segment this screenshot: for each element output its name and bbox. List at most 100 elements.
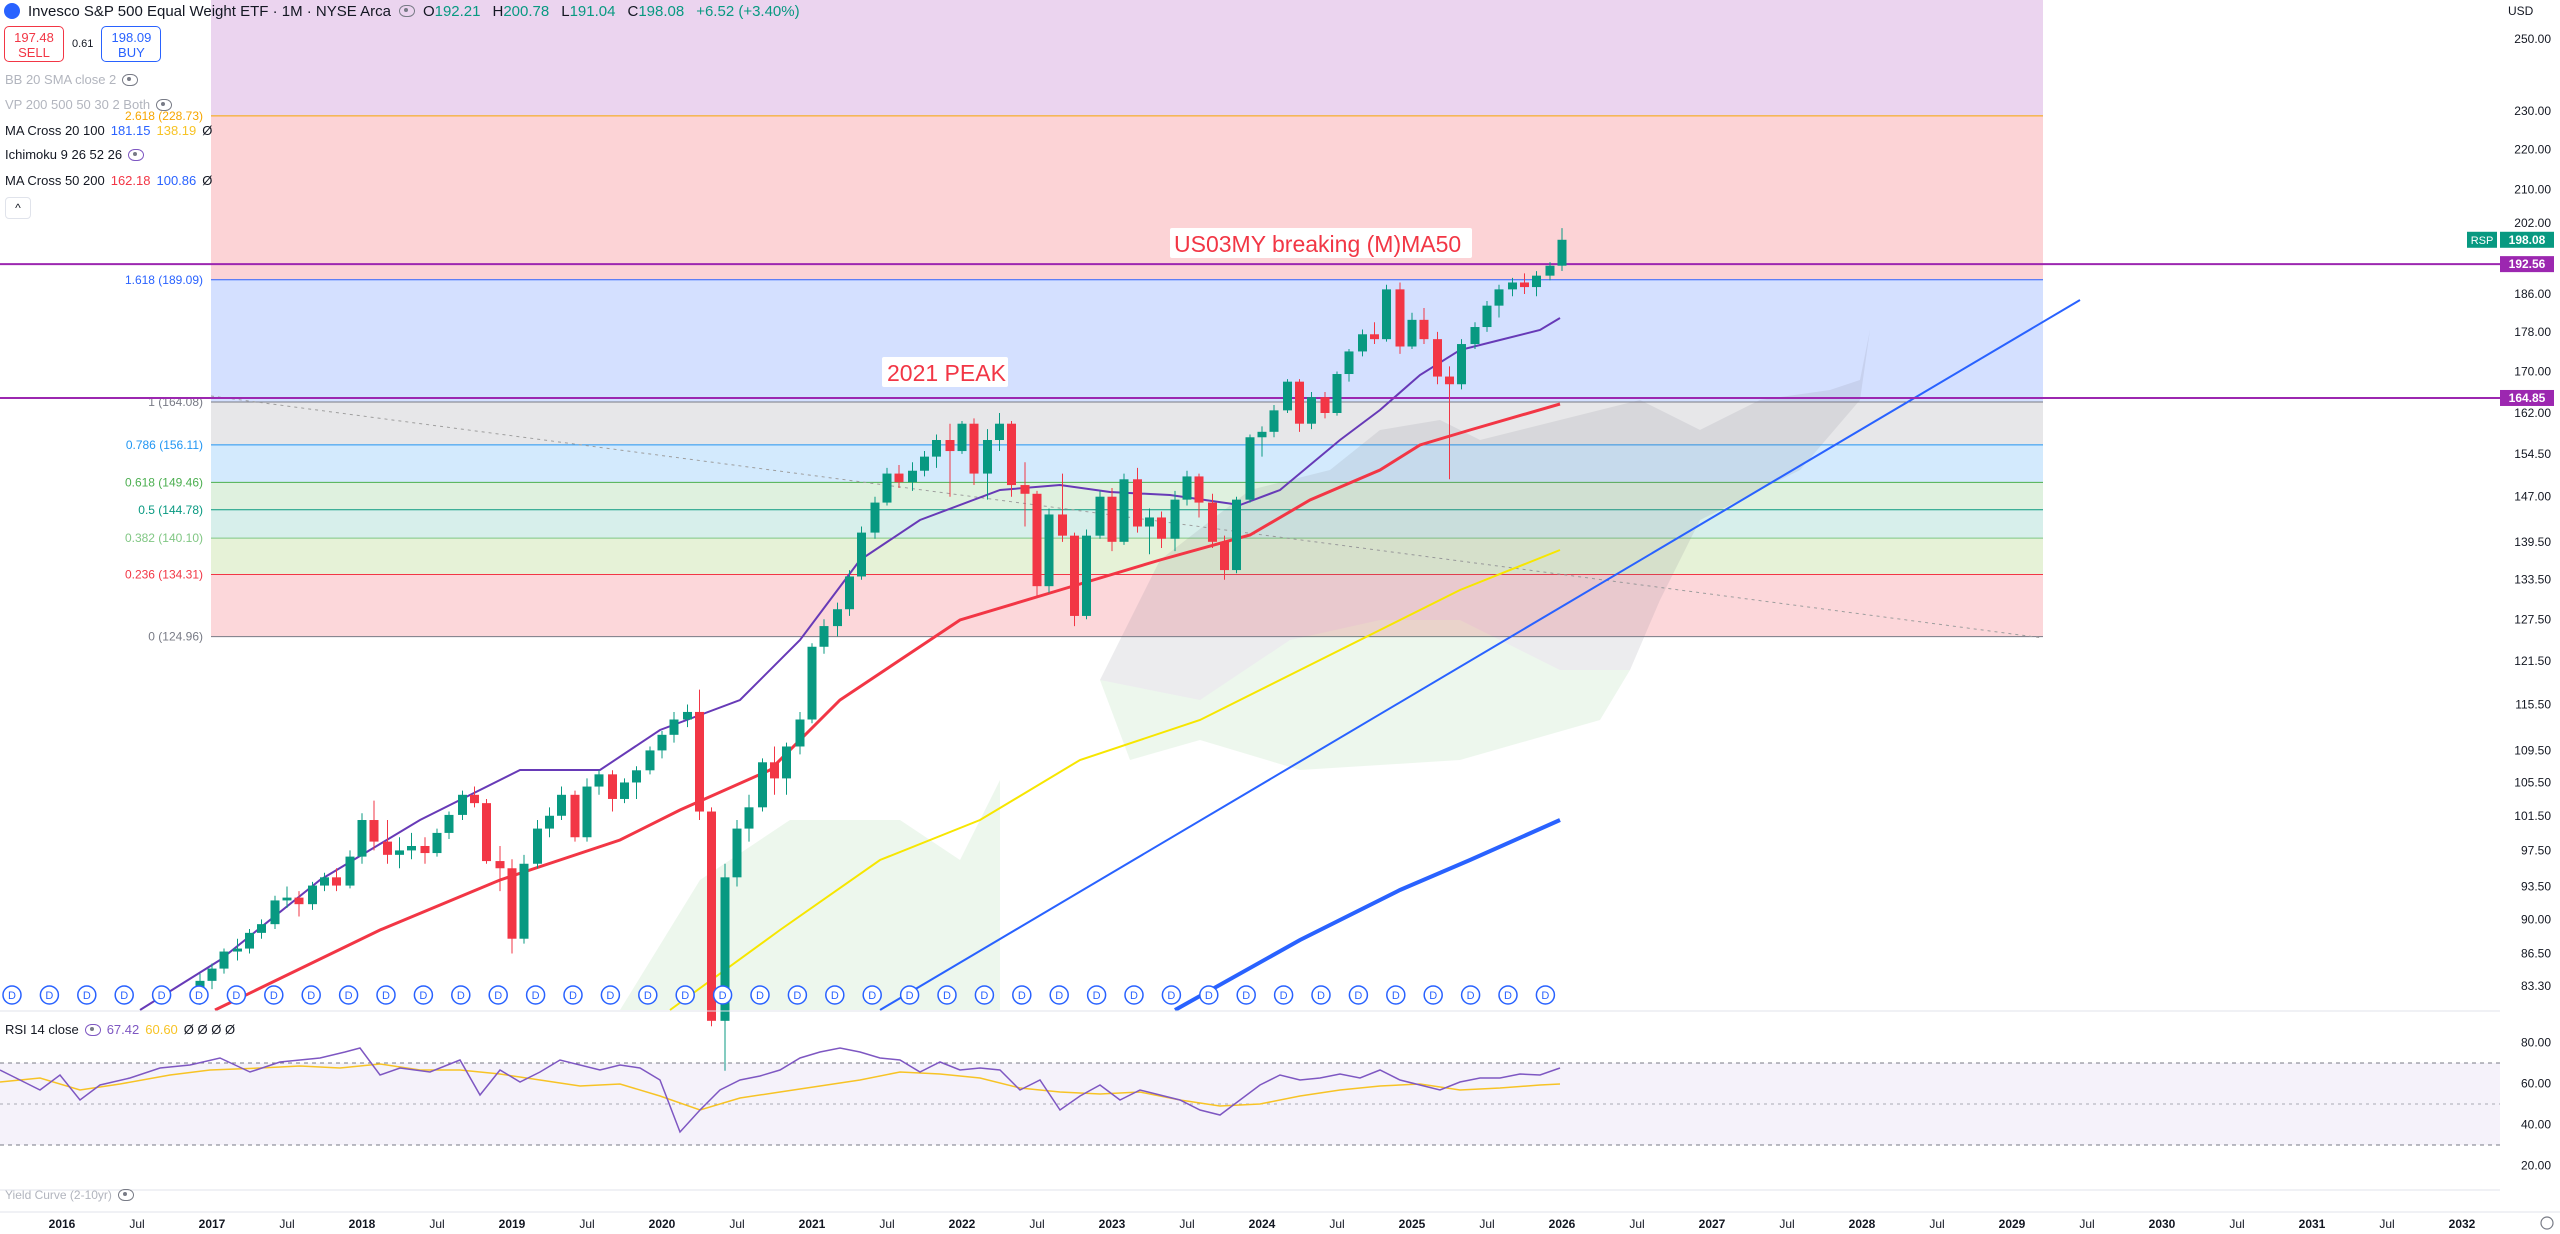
dividend-icon — [1199, 985, 1219, 1005]
settings-icon[interactable] — [128, 148, 145, 161]
candle-body — [1344, 351, 1354, 375]
rsi-legend-name[interactable]: RSI 14 close — [5, 1022, 79, 1037]
candle-body — [219, 951, 229, 969]
dividend-letter: D — [1055, 990, 1063, 1002]
candle-body — [845, 576, 854, 610]
dividend-icon — [301, 985, 321, 1005]
dividend-icon — [600, 985, 621, 1005]
time-axis[interactable]: 2016 Jul 2017 Jul 2018 Jul 2019 Jul 2020 Jul 2021 J… — [0, 1211, 2560, 1234]
indicator-row[interactable]: MA Cross 50 200 162.18 100.86 Ø — [5, 173, 212, 188]
rsi-tick-label: 20.00 — [2521, 1159, 2551, 1173]
price-tick-label: 83.30 — [2521, 979, 2551, 993]
sell-button[interactable]: 197.48 SELL — [4, 26, 64, 62]
dividend-icon — [376, 985, 396, 1005]
eye-off-icon[interactable] — [117, 1189, 134, 1201]
candle-body — [1532, 275, 1541, 288]
dividend-letter: D — [906, 990, 914, 1002]
indicator-row[interactable]: Ichimoku 9 26 52 26 — [5, 147, 145, 162]
candle-body — [882, 473, 892, 503]
time-tick-label: Jul — [2379, 1217, 2394, 1231]
candle-body — [920, 456, 929, 471]
dividend-icon — [189, 985, 209, 1005]
time-tick-label: Jul — [2079, 1217, 2094, 1231]
indicator-row[interactable]: MA Cross 20 100 181.15 138.19 Ø — [5, 123, 212, 138]
dividend-icon — [488, 985, 508, 1005]
indicator-name[interactable]: MA Cross 20 100 — [5, 123, 105, 138]
time-tick-label: 2016 — [49, 1217, 76, 1231]
fib-label: 0.786 (156.11) — [126, 438, 203, 452]
dividend-letter: D — [532, 990, 540, 1002]
buy-button[interactable]: 198.09 BUY — [101, 26, 162, 62]
candle-body — [207, 968, 217, 981]
dividend-letter: D — [1130, 990, 1138, 1002]
dividend-icon — [1086, 985, 1107, 1005]
candle-body — [1358, 334, 1367, 352]
time-tick-label: 2023 — [1099, 1217, 1126, 1231]
collapse-legend-button[interactable]: ^ — [5, 197, 31, 219]
candle-body — [495, 861, 505, 869]
candle-body — [1145, 517, 1154, 527]
rsi-value: Ø Ø Ø Ø — [183, 1022, 236, 1037]
price-label-bg — [2500, 389, 2554, 406]
candle-body — [594, 774, 604, 787]
candle-body — [395, 850, 404, 855]
ma100-line — [669, 549, 1561, 1011]
indicator-row[interactable]: VP 200 500 50 30 2 Both — [5, 97, 173, 112]
dividend-letter: D — [1354, 990, 1362, 1002]
price-tick-label: 230.00 — [2514, 104, 2551, 118]
indicator-name[interactable]: Ichimoku 9 26 52 26 — [5, 147, 123, 162]
candle-body — [545, 815, 554, 829]
candle-body — [1107, 496, 1117, 542]
yield-legend-name[interactable]: Yield Curve (2-10yr) — [5, 1188, 112, 1202]
candle-body — [1332, 374, 1342, 413]
price-axis[interactable]: USD 250.00 230.00 220.00 210.00 202.00 186.00 1… — [2467, 0, 2560, 1215]
sell-price: 197.48 — [14, 30, 54, 45]
fib-zone — [211, 574, 2043, 637]
candle-body — [620, 782, 629, 799]
cloud-future-green — [1100, 620, 1630, 770]
time-tick-label: 2029 — [1999, 1217, 2026, 1231]
candle-body — [1508, 282, 1517, 290]
candle-body — [983, 440, 992, 474]
price-tick-label: 186.00 — [2514, 287, 2551, 301]
dividend-letter: D — [419, 990, 427, 1002]
price-tick-label: 147.00 — [2514, 490, 2551, 504]
dividend-icon — [712, 985, 733, 1005]
candle-body — [1295, 381, 1304, 424]
ohlc-value: 192.21 — [434, 2, 481, 20]
candle-body — [908, 470, 917, 483]
dividend-icon — [1386, 985, 1406, 1005]
candle-body — [420, 845, 430, 854]
dividend-icon — [114, 985, 134, 1005]
candle-body — [1182, 476, 1192, 500]
settings-icon[interactable] — [84, 1023, 101, 1036]
indicator-name[interactable]: BB 20 SMA close 2 — [5, 72, 117, 87]
candle-body — [669, 719, 679, 735]
dividend-icon — [525, 985, 546, 1005]
symbol-title[interactable]: Invesco S&P 500 Equal Weight ETF · 1M · … — [28, 2, 391, 20]
candle-body — [1133, 479, 1142, 527]
candle-body — [932, 440, 941, 457]
dividend-icon — [39, 985, 60, 1005]
indicator-row[interactable]: BB 20 SMA close 2 — [5, 72, 139, 87]
dividend-letter: D — [569, 990, 577, 1002]
candle-body — [1245, 437, 1255, 500]
eye-off-icon[interactable] — [156, 98, 173, 111]
ohlc-item: H200.78 — [493, 3, 556, 20]
dividend-letter: D — [1392, 990, 1400, 1002]
rsi-pane — [0, 1010, 2560, 1191]
time-tick-label: Jul — [1479, 1217, 1494, 1231]
dividend-icon — [1124, 985, 1144, 1005]
time-tick-label: Jul — [429, 1217, 444, 1231]
indicator-value: 181.15 — [110, 123, 151, 138]
indicator-name[interactable]: MA Cross 50 200 — [5, 173, 105, 188]
indicator-name[interactable]: VP 200 500 50 30 2 Both — [5, 97, 151, 112]
buy-price: 198.09 — [111, 30, 152, 45]
eye-icon[interactable] — [398, 5, 415, 17]
candle-body — [257, 924, 266, 933]
eye-off-icon[interactable] — [122, 73, 139, 86]
time-tick-label: 2026 — [1549, 1217, 1576, 1231]
fib-label: 0.618 (149.46) — [125, 475, 203, 489]
candle-body — [795, 719, 805, 747]
